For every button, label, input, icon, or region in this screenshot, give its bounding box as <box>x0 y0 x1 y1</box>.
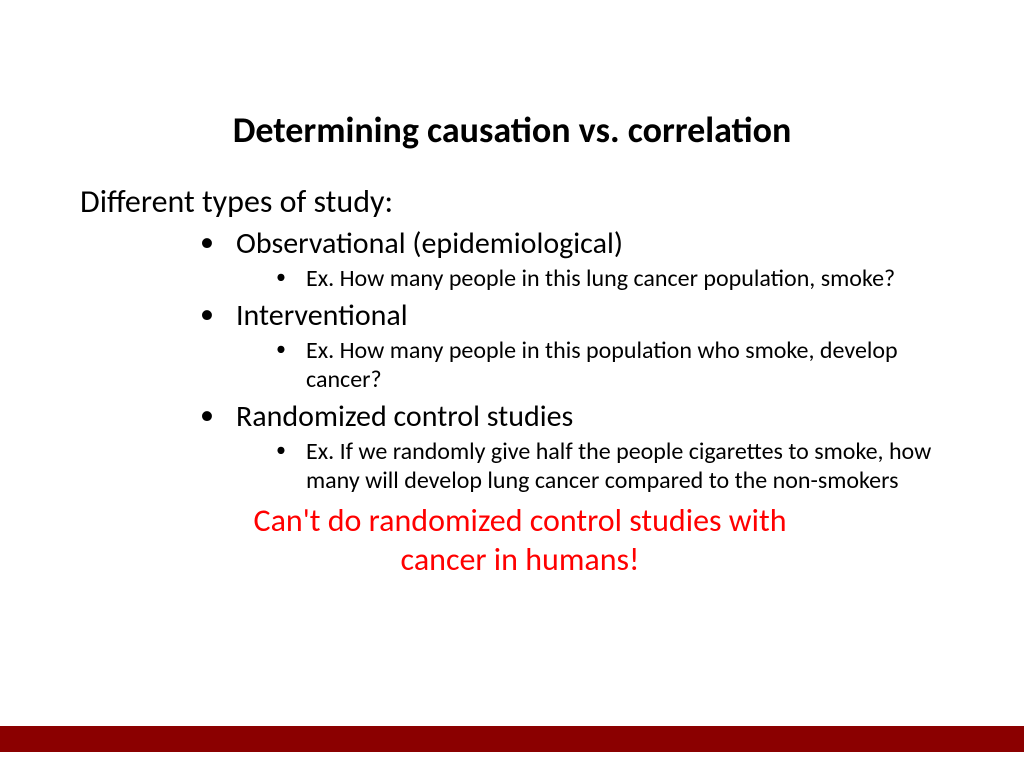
sub-list-item: Ex. How many people in this lung cancer … <box>276 264 960 293</box>
sub-list-item: Ex. If we randomly give half the people … <box>276 437 960 495</box>
sub-list: Ex. How many people in this population w… <box>276 336 960 394</box>
slide-body: Different types of study: Observational … <box>80 182 960 579</box>
slide: Determining causation vs. correlation Di… <box>0 0 1024 768</box>
list-item-label: Randomized control studies <box>236 398 573 435</box>
sub-list: Ex. How many people in this lung cancer … <box>276 264 960 293</box>
list-item: Randomized control studies Ex. If we ran… <box>200 398 960 495</box>
list-item: Interventional Ex. How many people in th… <box>200 297 960 394</box>
list-item-label: Interventional <box>236 297 408 334</box>
callout-line-1: Can't do randomized control studies with <box>80 501 960 540</box>
warning-callout: Can't do randomized control studies with… <box>80 501 960 579</box>
sub-list-item: Ex. How many people in this population w… <box>276 336 960 394</box>
list-item-label: Observational (epidemiological) <box>236 225 623 262</box>
study-types-list: Observational (epidemiological) Ex. How … <box>200 225 960 495</box>
lead-text: Different types of study: <box>80 182 960 221</box>
slide-title: Determining causation vs. correlation <box>0 108 1024 152</box>
bottom-accent-bar <box>0 726 1024 752</box>
sub-list: Ex. If we randomly give half the people … <box>276 437 960 495</box>
list-item: Observational (epidemiological) Ex. How … <box>200 225 960 293</box>
callout-line-2: cancer in humans! <box>80 540 960 579</box>
